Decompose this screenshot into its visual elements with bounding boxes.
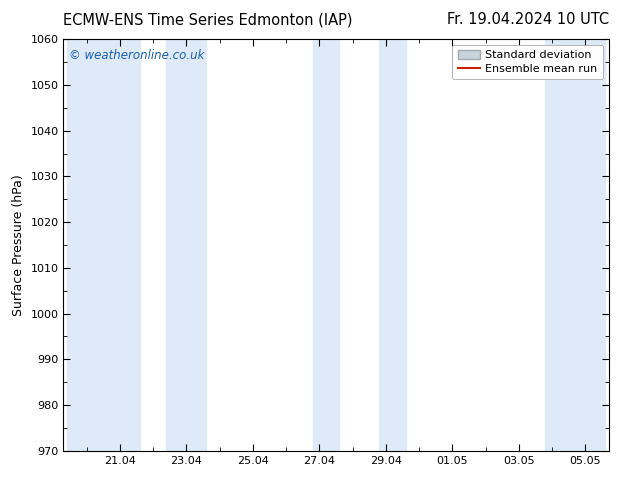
Bar [67, 39, 140, 451]
Bar [313, 39, 339, 451]
Bar [545, 39, 605, 451]
Legend: Standard deviation, Ensemble mean run: Standard deviation, Ensemble mean run [452, 45, 603, 79]
Bar [379, 39, 406, 451]
Text: ECMW-ENS Time Series Edmonton (IAP): ECMW-ENS Time Series Edmonton (IAP) [63, 12, 353, 27]
Text: Fr. 19.04.2024 10 UTC: Fr. 19.04.2024 10 UTC [446, 12, 609, 27]
Text: © weatheronline.co.uk: © weatheronline.co.uk [69, 49, 204, 63]
Y-axis label: Surface Pressure (hPa): Surface Pressure (hPa) [12, 174, 25, 316]
Bar [167, 39, 206, 451]
